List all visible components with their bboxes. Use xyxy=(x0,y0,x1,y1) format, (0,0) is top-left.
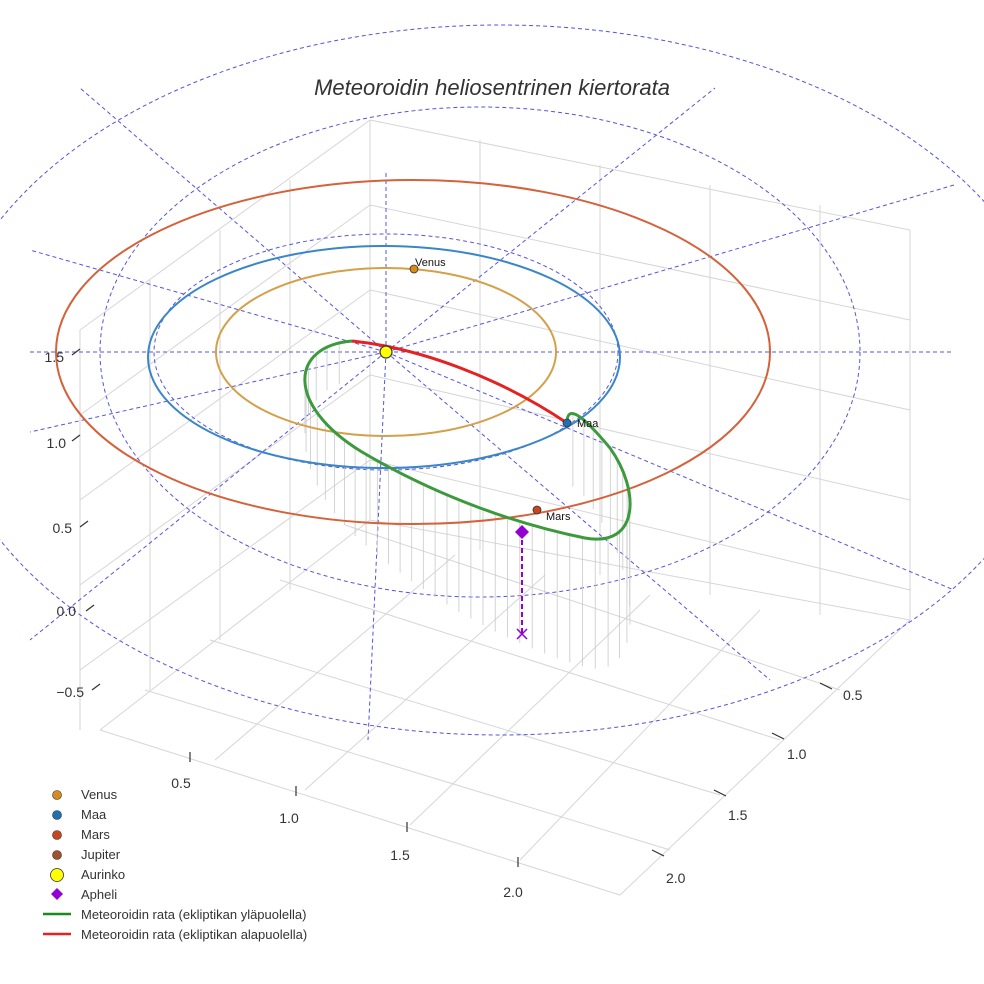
earth-point xyxy=(562,418,572,428)
mars-orbit xyxy=(55,179,771,525)
drop-lines xyxy=(304,343,631,669)
z-tick-label: 1.0 xyxy=(47,435,67,451)
legend-item-mars: Mars xyxy=(40,825,380,845)
legend-item-below: Meteoroidin rata (ekliptikan alapuolella… xyxy=(40,924,380,944)
legend-item-aurinko: Aurinko xyxy=(40,865,380,885)
venus-label: Venus xyxy=(415,257,446,269)
legend-item-apheli: Apheli xyxy=(40,884,380,904)
aphelion-marker xyxy=(515,525,529,539)
ecliptic-radial-4 xyxy=(29,351,387,433)
sun-marker xyxy=(379,345,393,359)
ecliptic-radial-10 xyxy=(385,87,716,353)
legend-label: Mars xyxy=(81,827,110,843)
z-tick-label: 1.5 xyxy=(45,349,65,365)
legend-item-maa: Maa xyxy=(40,805,380,825)
z-tick-label: 0.0 xyxy=(57,603,77,619)
legend-marker xyxy=(40,885,74,904)
earth-orbit xyxy=(147,245,621,469)
ecliptic-radial-9 xyxy=(385,184,955,353)
legend-marker xyxy=(40,825,74,844)
y-tick-label: 2.0 xyxy=(666,870,686,886)
legend-label: Aurinko xyxy=(81,867,126,882)
box-grid xyxy=(79,119,911,896)
mars-label: Mars xyxy=(546,511,571,523)
planet-orbits xyxy=(55,179,771,525)
z-axis xyxy=(71,348,101,691)
legend-item-jupiter: Jupiter xyxy=(40,845,380,865)
y-tick-label: 1.0 xyxy=(787,746,807,762)
legend-marker xyxy=(40,805,74,824)
grid-floor-lines-a xyxy=(144,524,841,851)
meteoroid-orbit-below xyxy=(351,339,568,425)
x-axis xyxy=(189,752,519,867)
legend-label: Apheli xyxy=(81,886,118,902)
x-tick-label: 1.0 xyxy=(279,810,299,826)
earth-label: Maa xyxy=(577,418,599,430)
legend-item-above: Meteoroidin rata (ekliptikan yläpuolella… xyxy=(40,904,380,924)
x-tick-label: 2.0 xyxy=(503,884,523,900)
aphelion-projection-marker xyxy=(516,628,528,640)
mars-point xyxy=(532,505,542,515)
grid-floor-edges xyxy=(99,519,911,896)
x-tick-label: 1.5 xyxy=(390,847,410,863)
meteoroid-orbit-above xyxy=(303,339,632,541)
legend-marker xyxy=(40,865,74,884)
ecliptic-grid xyxy=(0,24,984,741)
legend-marker xyxy=(40,845,74,864)
grid-left-wall xyxy=(79,119,371,671)
grid-right-verticals xyxy=(479,140,911,620)
legend-label: Jupiter xyxy=(81,847,121,863)
meteoroid-orbit xyxy=(303,339,632,541)
legend-marker xyxy=(40,905,74,924)
ecliptic-radial-3 xyxy=(29,249,387,353)
legend: Venus Maa Mars Jupiter Aurinko Apheli Me… xyxy=(40,785,380,944)
ecliptic-radial-7 xyxy=(385,351,771,681)
legend-label: Maa xyxy=(81,807,107,823)
ecliptic-radial-8 xyxy=(385,351,955,591)
venus-orbit xyxy=(215,267,557,437)
legend-marker xyxy=(40,785,74,804)
venus-point xyxy=(409,264,419,274)
y-axis xyxy=(651,682,833,857)
ecliptic-radial-2 xyxy=(79,87,387,353)
x-tick-label: 0.5 xyxy=(171,775,191,791)
ecliptic-radial-5 xyxy=(29,351,387,641)
legend-label: Meteoroidin rata (ekliptikan yläpuolella… xyxy=(81,906,307,922)
legend-label: Venus xyxy=(81,787,118,803)
grid-floor-lines-b xyxy=(214,554,761,861)
z-tick-label: −0.5 xyxy=(56,684,84,700)
legend-marker xyxy=(40,925,74,944)
grid-left-verticals xyxy=(79,120,371,730)
y-tick-label: 0.5 xyxy=(843,687,863,703)
y-tick-label: 1.5 xyxy=(728,807,748,823)
ecliptic-radial-6 xyxy=(367,351,387,741)
legend-item-venus: Venus xyxy=(40,785,380,805)
legend-label: Meteoroidin rata (ekliptikan alapuolella… xyxy=(81,926,308,942)
z-tick-label: 0.5 xyxy=(53,520,73,536)
grid-right-wall xyxy=(369,119,911,591)
chart-title: Meteoroidin heliosentrinen kiertorata xyxy=(314,75,670,100)
